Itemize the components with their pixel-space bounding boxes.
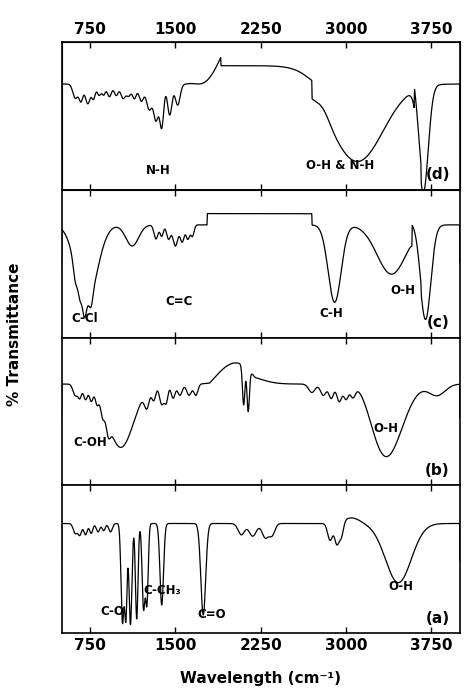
Text: C=C: C=C (165, 295, 192, 308)
Text: (b): (b) (425, 463, 450, 478)
Text: C-OH: C-OH (73, 436, 107, 449)
Text: O-H: O-H (391, 284, 415, 297)
Text: O-H & N-H: O-H & N-H (306, 159, 374, 172)
Text: C-O: C-O (101, 606, 125, 618)
Text: (c): (c) (427, 315, 450, 330)
Text: N-H: N-H (146, 164, 171, 177)
Text: C-Cl: C-Cl (71, 313, 98, 325)
Text: C=O: C=O (198, 608, 226, 621)
Text: O-H: O-H (388, 580, 413, 593)
Text: C-CH₃: C-CH₃ (143, 584, 181, 597)
Text: C-H: C-H (319, 306, 343, 319)
Text: (a): (a) (426, 611, 450, 626)
Text: (d): (d) (425, 167, 450, 182)
Text: O-H: O-H (374, 422, 398, 435)
Text: Wavelength (cm⁻¹): Wavelength (cm⁻¹) (180, 670, 341, 686)
Text: % Transmittance: % Transmittance (7, 262, 22, 406)
